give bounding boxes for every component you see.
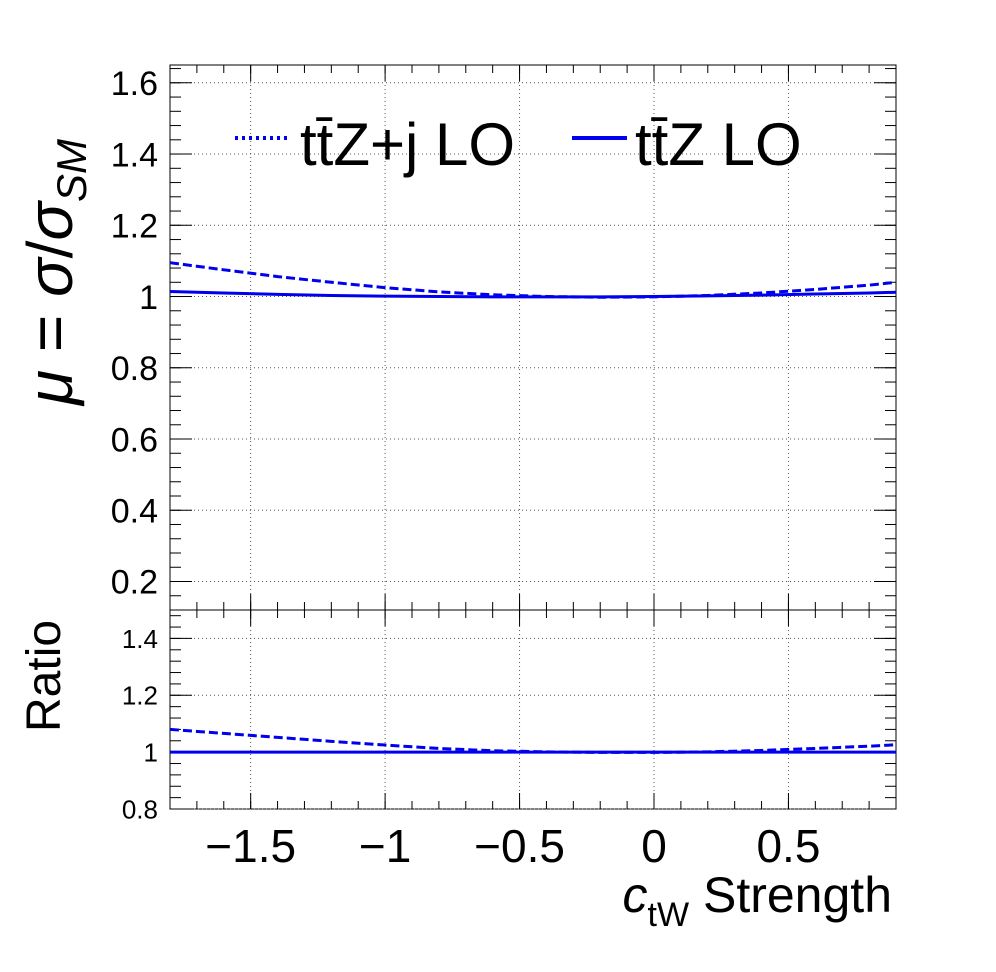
- main-ytick-label-0: 0.2: [111, 564, 158, 602]
- xtick-label-3: 0: [641, 820, 667, 872]
- main-ytick-label-6: 1.4: [111, 136, 158, 174]
- ratio-panel-frame: [169, 609, 897, 810]
- main-ytick-label-7: 1.6: [111, 65, 158, 103]
- y-title-slash: /: [14, 240, 86, 258]
- y-title-sigma: σ: [14, 256, 86, 297]
- grid-lines: [170, 65, 896, 810]
- ratio-series-ttzj-line: [169, 727, 897, 754]
- xtick-label-0: −1.5: [205, 820, 296, 872]
- main-ytick-label-5: 1.2: [111, 208, 158, 246]
- x-title-c: c: [623, 867, 648, 923]
- ratio-ytick-label-3: 1.4: [122, 624, 158, 654]
- xtick-label-4: 0.5: [756, 820, 820, 872]
- x-title-rest: Strength: [689, 867, 892, 923]
- ratio-ytick-label-0: 0.8: [122, 794, 158, 824]
- y-title-sigma-sm: σ: [14, 200, 86, 241]
- y-title-mu: μ: [14, 370, 86, 407]
- tick-labels: 0.2 0.4 0.6 0.8 1 1.2 1.4 1.6 0.8 1 1.2 1.4 −1.5 −1 −0…: [111, 65, 821, 872]
- main-y-axis-title: μ = σ/σSM: [14, 139, 95, 407]
- axis-ticks: [169, 65, 897, 810]
- legend-label-ttzj: tt̄Z+j LO: [300, 111, 515, 178]
- x-title-sub: tW: [648, 896, 690, 934]
- ratio-ytick-label-1: 1: [144, 738, 158, 768]
- legend: tt̄Z+j LO tt̄Z LO: [235, 111, 802, 178]
- series-lines: [169, 261, 897, 754]
- xtick-label-2: −0.5: [474, 820, 565, 872]
- legend-label-ttz: tt̄Z LO: [635, 111, 802, 178]
- y-title-eq: =: [14, 297, 86, 370]
- main-ytick-label-1: 0.4: [111, 493, 158, 531]
- main-ytick-label-3: 0.8: [111, 350, 158, 388]
- xtick-label-1: −1: [359, 820, 411, 872]
- y-title-sm-sub: SM: [48, 139, 95, 202]
- ratio-y-axis-title: Ratio: [18, 620, 71, 732]
- main-series-ttzj-line: [169, 261, 897, 299]
- main-ytick-label-4: 1: [139, 279, 158, 317]
- main-series-ttz-line: [169, 290, 897, 299]
- ratio-ytick-label-2: 1.2: [122, 681, 158, 711]
- x-axis-title: ctW Strength: [623, 867, 892, 934]
- main-ytick-label-2: 0.6: [111, 421, 158, 459]
